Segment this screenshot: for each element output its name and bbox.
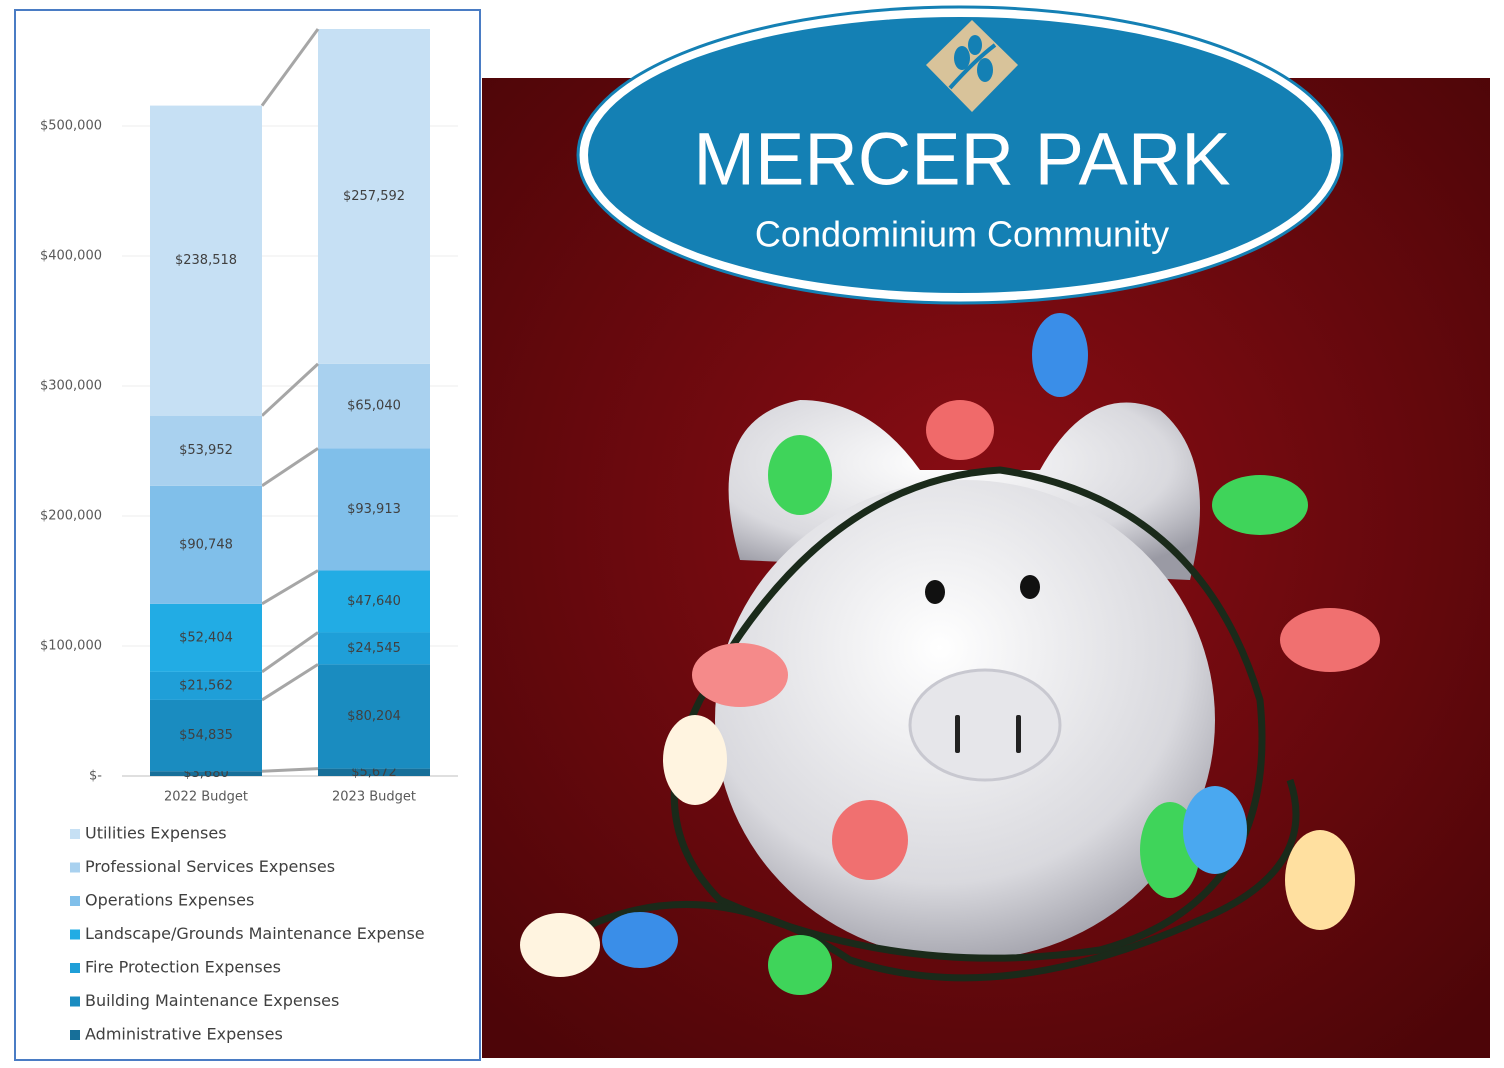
legend-label: Fire Protection Expenses [85, 958, 281, 977]
data-label: $90,748 [179, 537, 233, 552]
legend-swatch [70, 862, 80, 873]
bar-segment [318, 664, 430, 769]
bar-segment [150, 105, 262, 416]
legend-swatch [70, 996, 80, 1007]
y-tick-label: $400,000 [40, 249, 102, 264]
legend-swatch [70, 929, 80, 940]
data-label: $65,040 [347, 399, 401, 414]
data-label: $47,640 [347, 594, 401, 609]
x-tick-label: 2022 Budget [164, 790, 248, 805]
series-line [261, 663, 319, 702]
chart: $- $100,000 $200,000 $300,000 $400,000 $500,0… [40, 28, 458, 1044]
bar-segment [318, 768, 430, 776]
y-tick-label: $200,000 [40, 509, 102, 524]
y-tick-label: $- [89, 769, 102, 784]
legend-label: Building Maintenance Expenses [85, 991, 339, 1010]
bar-segment [150, 771, 262, 776]
data-label: $21,562 [179, 678, 233, 693]
legend-swatch [70, 963, 80, 973]
y-tick-label: $300,000 [40, 379, 102, 394]
logo-title: MERCER PARK [693, 118, 1230, 201]
x-tick-label: 2023 Budget [332, 790, 416, 805]
legend-label: Administrative Expenses [85, 1025, 283, 1044]
series-line [260, 28, 320, 107]
y-tick-label: $100,000 [40, 639, 102, 654]
legend-swatch [70, 1030, 80, 1040]
series-line [261, 767, 319, 773]
bar-segment [150, 699, 262, 772]
series-line [261, 631, 319, 674]
y-tick-label: $500,000 [40, 119, 102, 134]
legend-label: Landscape/Grounds Maintenance Expense [85, 924, 425, 943]
bar-segment [318, 632, 430, 665]
bar-segment [318, 29, 430, 364]
data-label: $80,204 [347, 709, 401, 724]
data-label: $93,913 [347, 502, 401, 517]
logo-subtitle: Condominium Community [755, 214, 1169, 255]
legend-swatch [70, 829, 80, 839]
data-label: $54,835 [179, 728, 233, 743]
legend-label: Operations Expenses [85, 891, 254, 910]
bar-segment [318, 363, 430, 449]
bar-segment [318, 448, 430, 571]
data-label: $53,952 [179, 443, 233, 458]
series-line [261, 447, 319, 488]
series-line [261, 569, 319, 606]
series-line [260, 362, 320, 417]
bar-segment [150, 485, 262, 604]
legend-swatch [70, 896, 80, 906]
logo: MERCER PARK Condominium Community [576, 5, 1344, 305]
legend-label: Utilities Expenses [85, 824, 227, 843]
data-label: $52,404 [179, 630, 233, 645]
bar-segment [150, 415, 262, 486]
bar-segment [150, 603, 262, 672]
bar-segment [318, 570, 430, 633]
data-label: $238,518 [175, 253, 237, 268]
bar-segment [150, 671, 262, 700]
data-label: $257,592 [343, 189, 405, 204]
data-label: $24,545 [347, 641, 401, 656]
legend-label: Professional Services Expenses [85, 857, 335, 876]
